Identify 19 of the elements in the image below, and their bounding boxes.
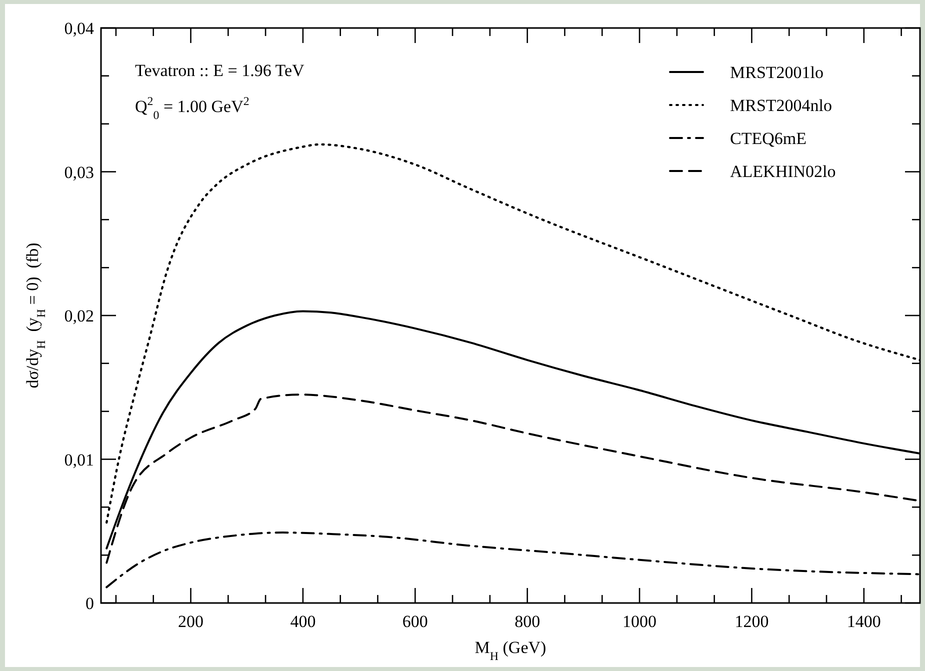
x-tick-label: 1000 [622, 612, 657, 631]
x-tick-label: 400 [290, 612, 316, 631]
y-tick-label: 0,02 [64, 306, 94, 326]
y-tick-label: 0,03 [64, 162, 94, 182]
x-tick-label: 1400 [846, 612, 881, 631]
x-tick-label: 200 [178, 612, 204, 631]
legend-label: CTEQ6mE [730, 129, 806, 148]
x-tick-label: 1200 [734, 612, 769, 631]
annotation: Q$^{2}$$_{0}$ = 1.00 GeV$^{2}$ [135, 94, 250, 122]
x-axis-title: M$_{H}$ (GeV) [474, 638, 546, 663]
x-tick-label: 600 [402, 612, 428, 631]
legend-label: ALEKHIN02lo [730, 162, 836, 181]
legend-label: MRST2004nlo [730, 96, 832, 115]
legend-label: MRST2001lo [730, 63, 824, 82]
y-tick-label: 0 [86, 594, 94, 613]
y-tick-label: 0,01 [64, 450, 94, 470]
x-tick-label: 800 [514, 612, 540, 631]
y-tick-label: 0,04 [64, 19, 94, 38]
annotation: Tevatron :: E = 1.96 TeV [135, 61, 306, 80]
